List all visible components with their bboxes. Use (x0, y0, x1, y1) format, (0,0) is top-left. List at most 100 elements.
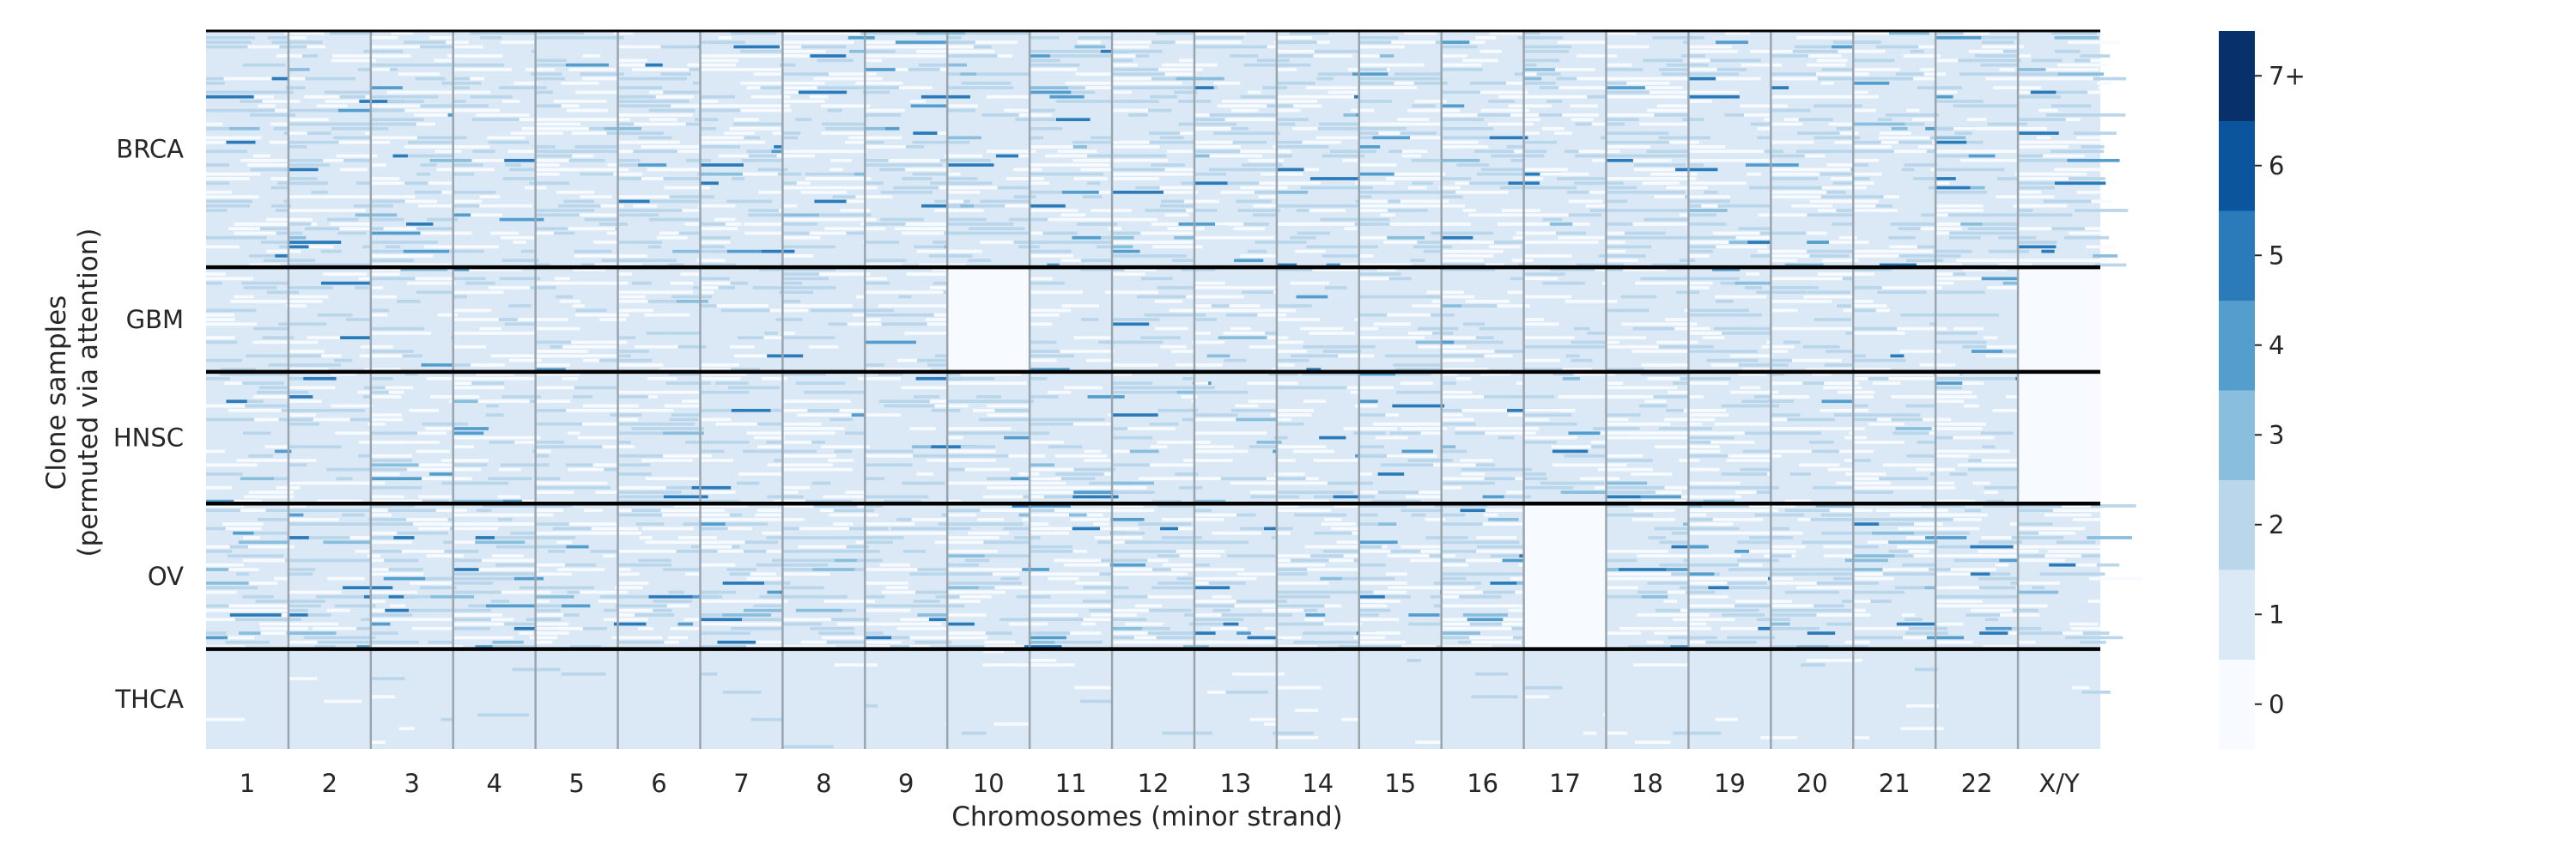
heatmap-cell (532, 572, 536, 576)
heatmap-cell (865, 340, 916, 344)
heatmap-cell (997, 431, 1050, 436)
heatmap-cell (993, 231, 1038, 235)
heatmap-cell (1888, 540, 1938, 545)
heatmap-cell (670, 281, 694, 285)
heatmap-cell (1844, 558, 1888, 563)
heatmap-cell (865, 54, 888, 58)
heatmap-cell (795, 608, 843, 612)
heatmap-cell (1417, 241, 1460, 244)
heatmap-cell (1996, 195, 2019, 198)
heatmap-cell (2070, 626, 2087, 631)
heatmap-cell (1688, 481, 1702, 485)
heatmap-cell (1757, 136, 1771, 140)
heatmap-cell (1728, 454, 1782, 458)
heatmap-cell (947, 186, 979, 190)
heatmap-cell (1948, 399, 1965, 404)
heatmap-cell (426, 217, 459, 222)
heatmap-cell (1632, 158, 1672, 162)
heatmap-cell (1276, 263, 1297, 267)
heatmap-cell (1174, 90, 1198, 94)
heatmap-cell (1273, 449, 1277, 454)
heatmap-cell (503, 513, 554, 517)
heatmap-cell (1170, 568, 1194, 571)
heatmap-cell (2002, 281, 2028, 285)
heatmap-cell (490, 231, 519, 235)
heatmap-cell (1619, 568, 1667, 571)
heatmap-cell (1293, 104, 1322, 108)
heatmap-cell (1030, 145, 1073, 149)
heatmap-cell (865, 281, 890, 285)
heatmap-cell (800, 640, 827, 644)
heatmap-cell (288, 168, 319, 172)
heatmap-cell (1462, 209, 1476, 212)
heatmap-cell (1645, 86, 1683, 89)
heatmap-cell (1089, 608, 1103, 612)
heatmap-cell (1908, 626, 1930, 631)
heatmap-cell (1429, 554, 1442, 557)
heatmap-cell (914, 640, 952, 644)
heatmap-cell (266, 290, 299, 295)
heatmap-cell (1030, 340, 1057, 344)
heatmap-cell (700, 58, 738, 63)
heatmap-cell (1564, 149, 1579, 154)
heatmap-cell (645, 63, 663, 67)
heatmap-cell (1134, 604, 1163, 608)
heatmap-cell (370, 467, 407, 472)
heatmap-cell (617, 354, 631, 358)
x-tick-label: 7 (733, 769, 749, 798)
heatmap-cell (1730, 390, 1779, 394)
heatmap-cell (1358, 313, 1388, 317)
heatmap-cell (1194, 449, 1249, 454)
heatmap-cell (2090, 58, 2100, 63)
heatmap-cell (1125, 622, 1163, 626)
heatmap-cell (288, 163, 330, 167)
heatmap-cell (840, 209, 871, 212)
heatmap-cell (865, 290, 914, 295)
heatmap-cell (1112, 168, 1144, 172)
heatmap-cell (1309, 332, 1356, 335)
heatmap-cell (243, 286, 277, 289)
heatmap-cell (834, 663, 878, 667)
heatmap-cell (1754, 395, 1771, 399)
heatmap-cell (1740, 467, 1771, 472)
heatmap-cell (2056, 90, 2088, 94)
heatmap-cell (968, 259, 991, 263)
heatmap-cell (1606, 459, 1653, 462)
heatmap-cell (947, 40, 975, 45)
heatmap-cell (978, 582, 1022, 585)
heatmap-cell (535, 181, 569, 186)
heatmap-cell (1635, 281, 1672, 285)
heatmap-cell (1673, 618, 1689, 622)
heatmap-cell (1801, 540, 1855, 545)
heatmap-cell (1640, 277, 1689, 281)
heatmap-cell (1174, 241, 1194, 244)
heatmap-cell (1631, 431, 1656, 436)
heatmap-cell (831, 618, 870, 622)
heatmap-cell (2082, 631, 2110, 635)
heatmap-cell (678, 231, 701, 235)
heatmap-cell (1606, 381, 1624, 385)
heatmap-cell (1796, 36, 1847, 40)
heatmap-cell (408, 154, 453, 158)
heatmap-cell (1176, 390, 1194, 394)
heatmap-cell (270, 177, 289, 180)
heatmap-cell (969, 227, 997, 231)
heatmap-cell (288, 181, 329, 186)
heatmap-cell (1738, 363, 1789, 367)
heatmap-cell (1640, 495, 1681, 499)
chromosome-dividers (287, 31, 2020, 749)
heatmap-cell (288, 222, 312, 226)
heatmap-cell (574, 254, 605, 258)
heatmap-cell (2018, 476, 2100, 482)
heatmap-cell (854, 172, 866, 176)
heatmap-cell (1549, 222, 1573, 226)
heatmap-cell (2018, 362, 2100, 369)
heatmap-cell (1523, 222, 1550, 226)
heatmap-cell (1771, 308, 1798, 313)
heatmap-cell (1649, 154, 1689, 158)
heatmap-cell (1853, 272, 1875, 276)
heatmap-cell (736, 481, 760, 485)
heatmap-cell (1358, 594, 1385, 599)
heatmap-cell (273, 126, 289, 131)
heatmap-cell (1935, 485, 1956, 490)
